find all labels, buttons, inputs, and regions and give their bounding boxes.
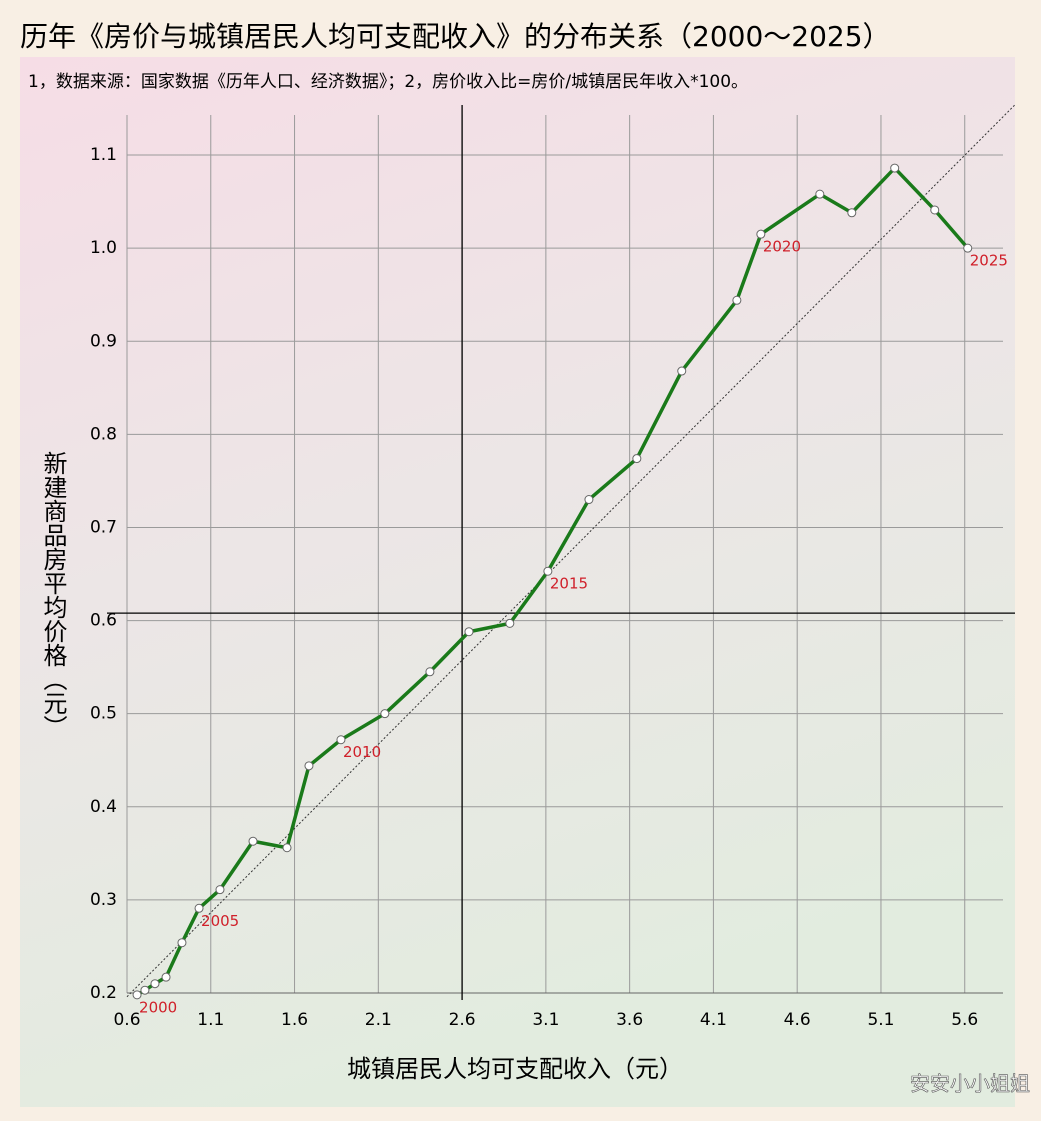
- data-point: [930, 205, 940, 215]
- y-tick-label: 0.7: [90, 517, 117, 537]
- x-tick-label: 5.1: [867, 1010, 894, 1030]
- data-point: [505, 618, 515, 628]
- data-point: [756, 229, 766, 239]
- data-point: [248, 836, 258, 846]
- x-tick-label: 2.1: [365, 1010, 392, 1030]
- y-tick-label: 0.9: [90, 331, 117, 351]
- x-tick-label: 5.6: [951, 1010, 978, 1030]
- y-tick-label: 1.1: [90, 145, 117, 165]
- data-point: [304, 761, 314, 771]
- y-tick-label: 0.4: [90, 797, 117, 817]
- point-label: 2015: [550, 575, 588, 593]
- data-point: [464, 627, 474, 637]
- data-line: [136, 166, 970, 997]
- y-tick-label: 0.8: [90, 424, 117, 444]
- data-point: [890, 163, 900, 173]
- y-tick-label: 0.5: [90, 704, 117, 724]
- plot-background: [20, 57, 1015, 1107]
- data-point: [336, 735, 346, 745]
- chart-title: 历年《房价与城镇居民人均可支配收入》的分布关系（2000～2025）: [20, 20, 891, 53]
- y-axis-label: 新建商品房平均价格（元）: [39, 451, 67, 739]
- data-point: [215, 885, 225, 895]
- x-tick-label: 3.1: [532, 1010, 559, 1030]
- x-tick-label: 4.1: [700, 1010, 727, 1030]
- x-tick-label: 3.6: [616, 1010, 643, 1030]
- x-tick-label: 2.6: [449, 1010, 476, 1030]
- data-point: [380, 709, 390, 719]
- data-point: [584, 495, 594, 505]
- point-label: 2000: [139, 998, 177, 1016]
- y-tick-label: 0.2: [90, 983, 117, 1003]
- y-tick-label: 0.6: [90, 611, 117, 631]
- data-point: [847, 208, 857, 218]
- reference-diagonal: [126, 104, 1016, 998]
- data-point: [177, 938, 187, 948]
- data-point: [815, 189, 825, 199]
- data-point: [963, 243, 973, 253]
- chart-subtitle: 1，数据来源：国家数据《历年人口、经济数据》；2，房价收入比=房价/城镇居民年收…: [28, 72, 748, 92]
- data-point: [194, 903, 204, 913]
- y-tick-label: 1.0: [90, 238, 117, 258]
- x-axis-label: 城镇居民人均可支配收入（元）: [347, 1055, 683, 1083]
- point-label: 2020: [763, 238, 801, 256]
- x-tick-label: 0.6: [113, 1010, 140, 1030]
- data-point: [543, 566, 553, 576]
- point-label: 2010: [343, 743, 381, 761]
- data-point: [425, 667, 435, 677]
- point-label: 2025: [970, 252, 1008, 270]
- x-tick-label: 1.6: [281, 1010, 308, 1030]
- data-point: [732, 295, 742, 305]
- data-point: [282, 843, 292, 853]
- point-label: 2005: [201, 912, 239, 930]
- data-point: [161, 972, 171, 982]
- x-tick-label: 1.1: [197, 1010, 224, 1030]
- data-point: [150, 979, 160, 989]
- data-point: [140, 985, 150, 995]
- data-point: [632, 454, 642, 464]
- x-tick-label: 4.6: [784, 1010, 811, 1030]
- data-point: [132, 990, 142, 1000]
- data-point: [677, 366, 687, 376]
- watermark: 安安小小姐姐: [910, 1072, 1030, 1096]
- y-tick-label: 0.3: [90, 890, 117, 910]
